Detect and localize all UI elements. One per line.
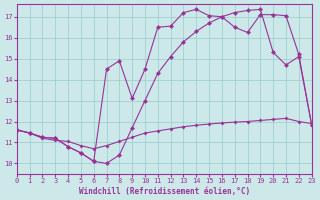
X-axis label: Windchill (Refroidissement éolien,°C): Windchill (Refroidissement éolien,°C) [79,187,250,196]
